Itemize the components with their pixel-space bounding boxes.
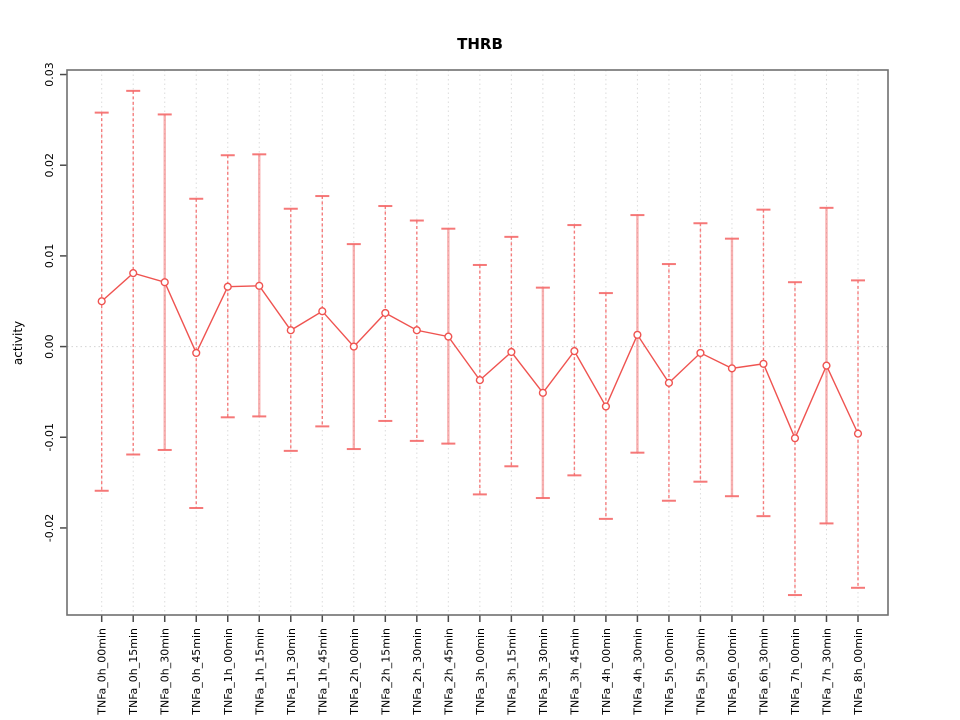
x-tick-label: TNFa_2h_30min <box>411 628 424 716</box>
data-point <box>160 278 169 287</box>
data-point <box>538 388 547 397</box>
y-tick-label: -0.02 <box>43 514 56 542</box>
data-point <box>349 342 358 351</box>
x-tick-label: TNFa_0h_15min <box>127 628 140 716</box>
data-point <box>822 361 831 370</box>
x-tick-label: TNFa_8h_00min <box>852 628 865 716</box>
data-point <box>790 434 800 443</box>
grid-layer <box>67 70 888 615</box>
x-tick-label: TNFa_1h_15min <box>253 628 266 716</box>
x-tick-label: TNFa_4h_00min <box>600 628 613 716</box>
data-point <box>570 347 579 356</box>
x-tick-label: TNFa_2h_45min <box>442 628 455 716</box>
plot-border <box>66 69 889 616</box>
data-point <box>696 348 705 358</box>
y-tick-label: 0.02 <box>43 153 56 178</box>
data-point <box>475 376 484 385</box>
x-tick-label: TNFa_1h_00min <box>222 628 235 716</box>
data-point <box>381 308 390 318</box>
data-point <box>192 348 201 358</box>
x-tick-label: TNFa_4h_30min <box>631 628 644 716</box>
data-point <box>759 359 768 368</box>
x-tick-label: TNFa_3h_00min <box>474 628 487 716</box>
data-point <box>727 364 737 373</box>
data-point <box>853 429 863 438</box>
x-tick-label: TNFa_0h_45min <box>190 628 203 716</box>
x-tick-label: TNFa_2h_00min <box>348 628 361 716</box>
x-tick-label: TNFa_7h_00min <box>789 628 802 716</box>
x-tick-label: TNFa_2h_15min <box>379 628 392 716</box>
data-point <box>444 332 453 341</box>
x-tick-label: TNFa_0h_00min <box>96 628 109 716</box>
y-tick-label: 0.01 <box>43 244 56 269</box>
data-point <box>633 330 642 339</box>
x-tick-label: TNFa_3h_45min <box>568 628 581 716</box>
data-point <box>255 281 264 290</box>
y-axis-label: activity <box>11 321 25 365</box>
data-point <box>664 378 674 387</box>
x-tick-label: TNFa_3h_30min <box>537 628 550 716</box>
data-point <box>129 269 138 278</box>
x-tick-label: TNFa_6h_00min <box>726 628 739 716</box>
data-layer <box>94 89 865 597</box>
y-tick-label: -0.01 <box>43 423 56 451</box>
data-point <box>318 307 327 316</box>
data-point <box>286 326 295 335</box>
data-point <box>97 297 106 306</box>
x-tick-label: TNFa_0h_30min <box>159 628 172 716</box>
x-tick-label: TNFa_5h_00min <box>663 628 676 716</box>
y-tick-label: 0.03 <box>43 62 56 87</box>
data-point <box>507 347 516 357</box>
x-tick-label: TNFa_3h_15min <box>505 628 518 716</box>
x-tick-label: TNFa_6h_30min <box>757 628 770 716</box>
data-point <box>412 326 421 335</box>
axis-layer: 0.03 0.02 0.01 0.00 -0.01 -0.02 TNFa_0h_00min T… <box>43 62 865 715</box>
data-point <box>223 282 232 291</box>
x-tick-label: TNFa_1h_30min <box>285 628 298 716</box>
data-point <box>601 402 611 411</box>
chart-title: THRB <box>457 35 503 53</box>
y-tick-label: 0.00 <box>43 334 56 359</box>
x-tick-label: TNFa_7h_30min <box>820 628 833 716</box>
x-tick-label: TNFa_5h_30min <box>694 628 707 716</box>
x-tick-label: TNFa_1h_45min <box>316 628 329 716</box>
